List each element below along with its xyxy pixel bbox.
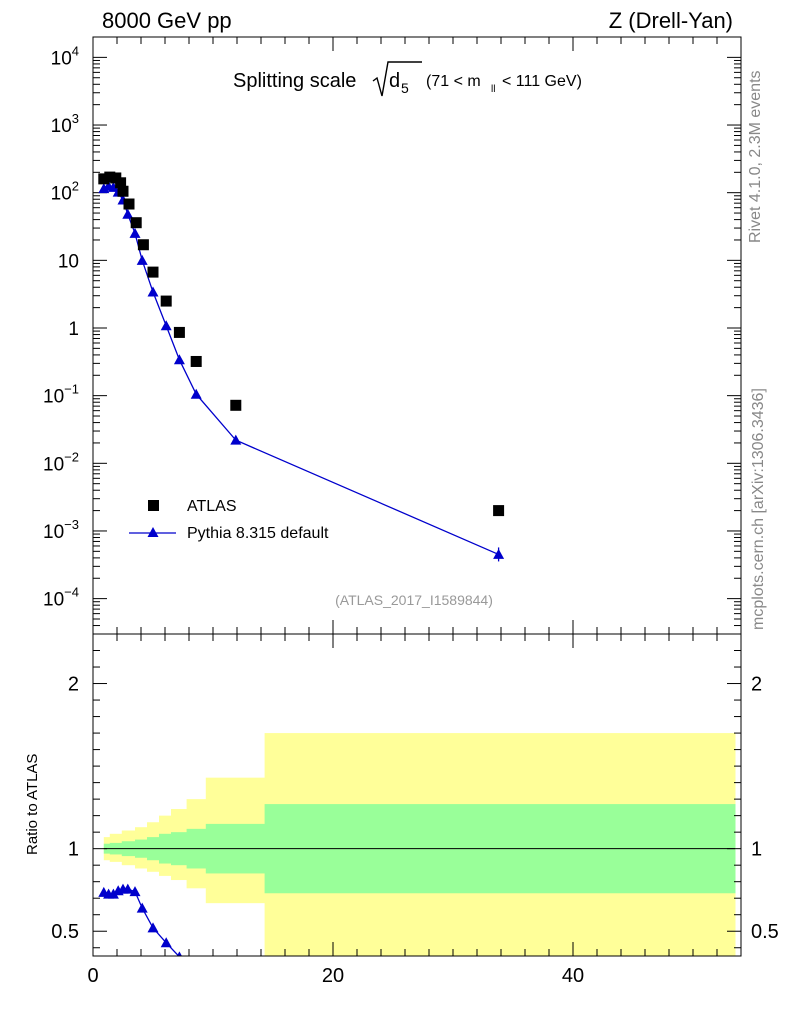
y-tick-label: 103	[51, 111, 79, 137]
sqrt-symbol	[372, 61, 422, 97]
mc-point	[129, 227, 141, 238]
title-range-right: < 111 GeV)	[502, 73, 582, 90]
mc-ratio-markers	[98, 883, 182, 956]
y-tick-label: 10−1	[43, 382, 79, 408]
atlas-point	[98, 173, 110, 185]
atlas-point	[130, 217, 142, 229]
title-symbol: d	[389, 70, 400, 92]
x-tick-label: 0	[87, 965, 98, 987]
analysis-id-label: (ATLAS_2017_I1589844)	[335, 592, 493, 608]
rivet-version-label: Rivet 4.1.0, 2.3M events	[747, 70, 764, 243]
atlas-point	[230, 399, 242, 411]
main-plot-frame	[92, 36, 742, 635]
main-axis-ticks	[92, 36, 742, 635]
atlas-point	[123, 198, 135, 210]
legend-mc-label: Pythia 8.315 default	[187, 525, 329, 542]
y-tick-label: 10	[58, 251, 79, 272]
ratio-y-tick-label: 1	[68, 839, 79, 861]
mc-ratio-line	[103, 888, 180, 956]
ratio-axis-ticks	[92, 634, 742, 956]
legend: ATLAS Pythia 8.315 default	[129, 498, 329, 542]
y-tick-label: 102	[51, 179, 79, 205]
title-range-left: (71 < m	[426, 73, 481, 90]
mc-ratio-point	[160, 937, 172, 948]
atlas-point	[173, 326, 185, 338]
ratio-y-tick-label-right: 2	[751, 674, 762, 696]
atlas-point	[493, 505, 505, 517]
ratio-y-tick-label: 0.5	[51, 921, 79, 943]
mc-ratio-point	[129, 886, 141, 897]
ratio-y-tick-labels-left: 210.5	[51, 674, 79, 944]
y-tick-label: 10−2	[43, 449, 79, 475]
plot-title: Splitting scale d 5 (71 < m ll < 111 GeV…	[233, 61, 582, 97]
atlas-point	[115, 177, 127, 189]
y-tick-label: 104	[51, 43, 79, 69]
mc-line-path	[103, 185, 499, 556]
mc-point	[173, 354, 185, 365]
ratio-y-axis-label: Ratio to ATLAS	[24, 754, 41, 855]
process-label: Z (Drell-Yan)	[609, 8, 733, 33]
mc-point	[230, 434, 242, 445]
legend-mc-marker	[147, 527, 159, 537]
title-range-sub: ll	[491, 84, 495, 95]
mc-point	[147, 286, 159, 297]
atlas-point	[190, 355, 202, 367]
mc-point	[122, 208, 134, 219]
mc-ratio-point	[122, 883, 134, 894]
mc-ratio-point	[176, 951, 182, 956]
legend-atlas-marker	[148, 500, 159, 511]
mc-point	[107, 181, 119, 192]
x-tick-label: 20	[322, 965, 344, 987]
collision-label: 8000 GeV pp	[102, 8, 232, 33]
legend-atlas-label: ATLAS	[187, 498, 237, 515]
ratio-y-tick-label: 2	[68, 674, 79, 696]
mc-point	[493, 548, 505, 559]
mc-ratio-point	[147, 922, 159, 933]
y-tick-label: 10−3	[43, 517, 79, 543]
atlas-series-markers	[98, 171, 505, 517]
mc-series-line	[103, 185, 500, 562]
ratio-y-tick-labels-right: 210.5	[751, 674, 779, 944]
mc-series-markers	[98, 180, 505, 559]
mc-ratio-path	[103, 888, 180, 956]
title-prefix: Splitting scale	[233, 70, 356, 92]
mcplots-label: mcplots.cern.ch [arXiv:1306.3436]	[750, 388, 767, 630]
mc-ratio-point	[107, 888, 119, 899]
atlas-point	[160, 295, 172, 307]
ratio-y-tick-label-right: 1	[751, 839, 762, 861]
mc-ratio-point	[136, 902, 148, 913]
atlas-point	[147, 266, 159, 278]
mc-point	[136, 254, 148, 265]
ratio-plot-panel: 210.5 210.5 0 20 40 Ratio to ATLAS	[24, 633, 779, 987]
x-tick-label: 40	[562, 965, 584, 987]
ratio-y-tick-label-right: 0.5	[751, 921, 779, 943]
atlas-point	[137, 239, 149, 251]
mc-point	[190, 388, 202, 399]
ratio-plot-frame	[92, 633, 742, 957]
title-subscript: 5	[401, 80, 409, 96]
y-tick-label: 10−4	[43, 585, 79, 611]
mc-point	[160, 320, 172, 331]
atlas-point	[104, 171, 116, 183]
atlas-point	[117, 185, 129, 197]
y-tick-label: 1	[68, 319, 79, 340]
x-tick-labels: 0 20 40	[87, 965, 584, 987]
